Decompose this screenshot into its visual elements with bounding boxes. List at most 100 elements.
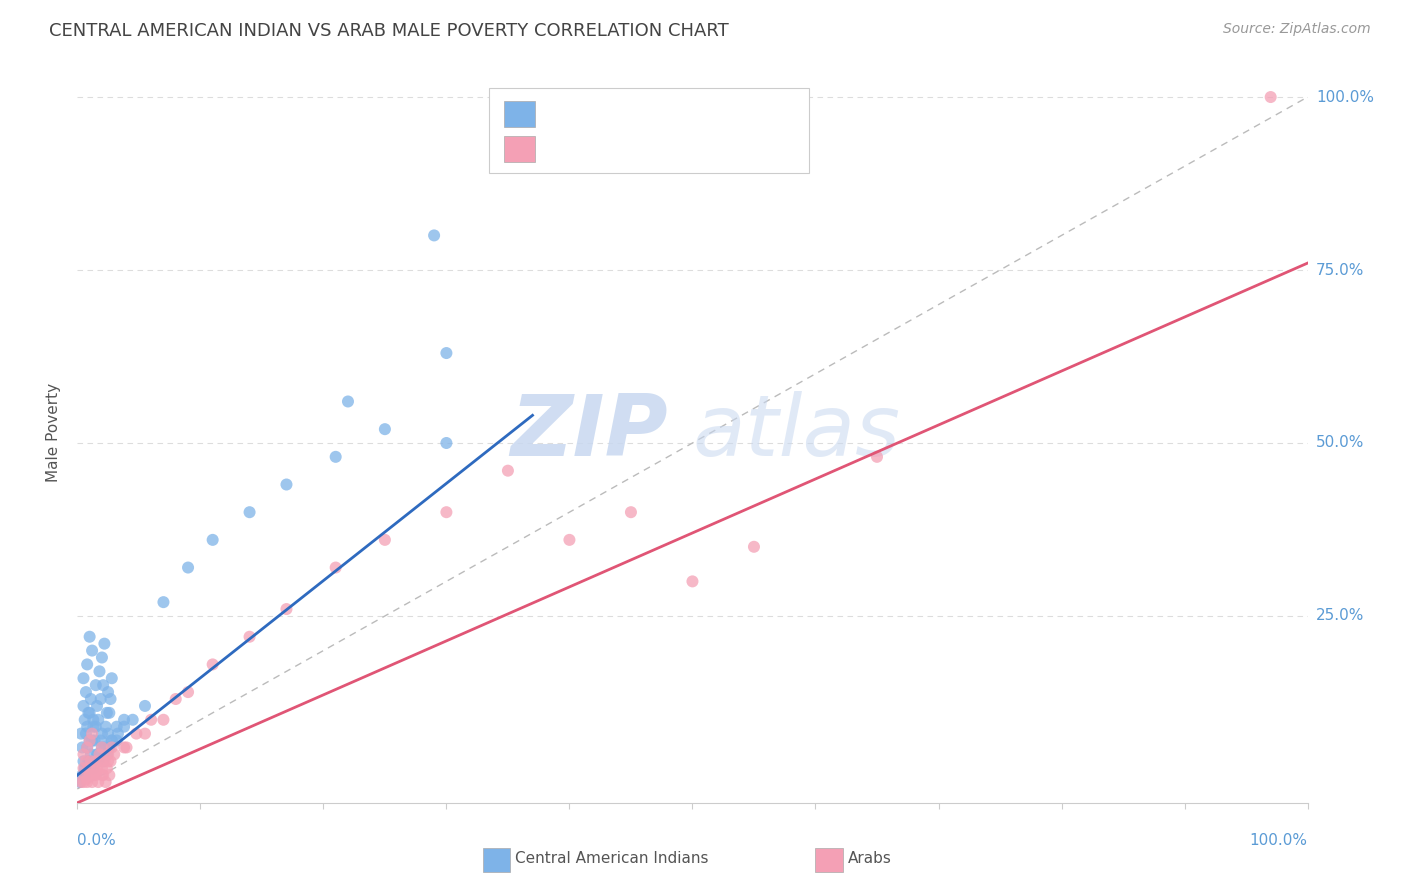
Point: [87, 775, 110, 789]
Text: 100.0%: 100.0%: [1316, 89, 1374, 104]
Point: [70, 740, 93, 755]
Point: [82, 726, 104, 740]
Point: [101, 733, 124, 747]
Point: [82, 720, 104, 734]
Point: [76, 775, 98, 789]
Point: [79, 630, 101, 644]
Point: [90, 733, 112, 747]
Point: [374, 422, 396, 436]
Point: [374, 533, 396, 547]
Point: [79, 733, 101, 747]
Point: [239, 505, 262, 519]
Point: [76, 720, 98, 734]
Text: atlas: atlas: [693, 391, 900, 475]
Point: [73, 713, 96, 727]
Point: [84, 678, 107, 692]
Point: [496, 464, 519, 478]
Text: 25.0%: 25.0%: [1316, 608, 1364, 624]
Point: [79, 733, 101, 747]
Point: [101, 733, 124, 747]
Point: [276, 477, 298, 491]
Point: [79, 768, 101, 782]
Point: [337, 394, 360, 409]
Text: 100.0%: 100.0%: [1250, 833, 1308, 848]
Point: [86, 761, 108, 775]
FancyBboxPatch shape: [484, 848, 510, 871]
Point: [94, 775, 117, 789]
Point: [121, 713, 143, 727]
Point: [177, 560, 200, 574]
Point: [134, 698, 156, 713]
Point: [86, 698, 108, 713]
Point: [77, 754, 100, 768]
Point: [201, 657, 224, 672]
Point: [84, 754, 107, 768]
Point: [436, 505, 458, 519]
Text: Central American Indians: Central American Indians: [516, 851, 709, 866]
Point: [91, 754, 114, 768]
Point: [94, 720, 117, 734]
Point: [70, 726, 93, 740]
Point: [866, 450, 889, 464]
Text: CENTRAL AMERICAN INDIAN VS ARAB MALE POVERTY CORRELATION CHART: CENTRAL AMERICAN INDIAN VS ARAB MALE POV…: [49, 22, 728, 40]
Point: [100, 754, 122, 768]
Point: [77, 761, 100, 775]
Point: [80, 747, 103, 762]
Point: [96, 761, 118, 775]
Point: [141, 713, 163, 727]
Point: [436, 436, 458, 450]
Point: [84, 764, 107, 779]
Point: [90, 768, 114, 782]
Point: [112, 713, 135, 727]
Point: [82, 643, 104, 657]
Point: [83, 733, 105, 747]
Text: N =: N =: [645, 105, 693, 123]
Text: Source: ZipAtlas.com: Source: ZipAtlas.com: [1223, 22, 1371, 37]
Point: [86, 747, 108, 762]
Point: [76, 657, 98, 672]
Point: [73, 768, 96, 782]
Point: [1260, 90, 1282, 104]
Point: [72, 671, 94, 685]
Point: [82, 761, 104, 775]
Text: Arabs: Arabs: [848, 851, 891, 866]
Point: [72, 698, 94, 713]
Point: [75, 754, 97, 768]
Point: [325, 450, 347, 464]
Point: [82, 775, 104, 789]
Text: 0.618: 0.618: [586, 105, 640, 123]
Point: [75, 685, 97, 699]
Point: [112, 740, 135, 755]
FancyBboxPatch shape: [505, 102, 536, 128]
Point: [80, 754, 103, 768]
Point: [79, 706, 101, 720]
Point: [239, 630, 262, 644]
Point: [742, 540, 765, 554]
Text: 50.0%: 50.0%: [1316, 435, 1364, 450]
Point: [101, 671, 124, 685]
Point: [134, 726, 156, 740]
Point: [103, 747, 125, 762]
Text: 58: 58: [704, 140, 728, 158]
Point: [76, 740, 98, 755]
Point: [73, 768, 96, 782]
Point: [101, 740, 124, 755]
Point: [82, 713, 104, 727]
Point: [93, 637, 115, 651]
Text: ZIP: ZIP: [510, 391, 668, 475]
Text: 0.738: 0.738: [586, 140, 640, 158]
Text: R =: R =: [547, 140, 583, 158]
Point: [96, 747, 118, 762]
Point: [125, 726, 148, 740]
Point: [112, 720, 135, 734]
Point: [90, 650, 114, 665]
Point: [84, 720, 107, 734]
Text: N =: N =: [645, 140, 693, 158]
Point: [436, 346, 458, 360]
Point: [682, 574, 704, 589]
Point: [76, 740, 98, 755]
FancyBboxPatch shape: [489, 88, 810, 173]
Point: [97, 747, 120, 762]
Point: [84, 768, 107, 782]
Point: [72, 747, 94, 762]
